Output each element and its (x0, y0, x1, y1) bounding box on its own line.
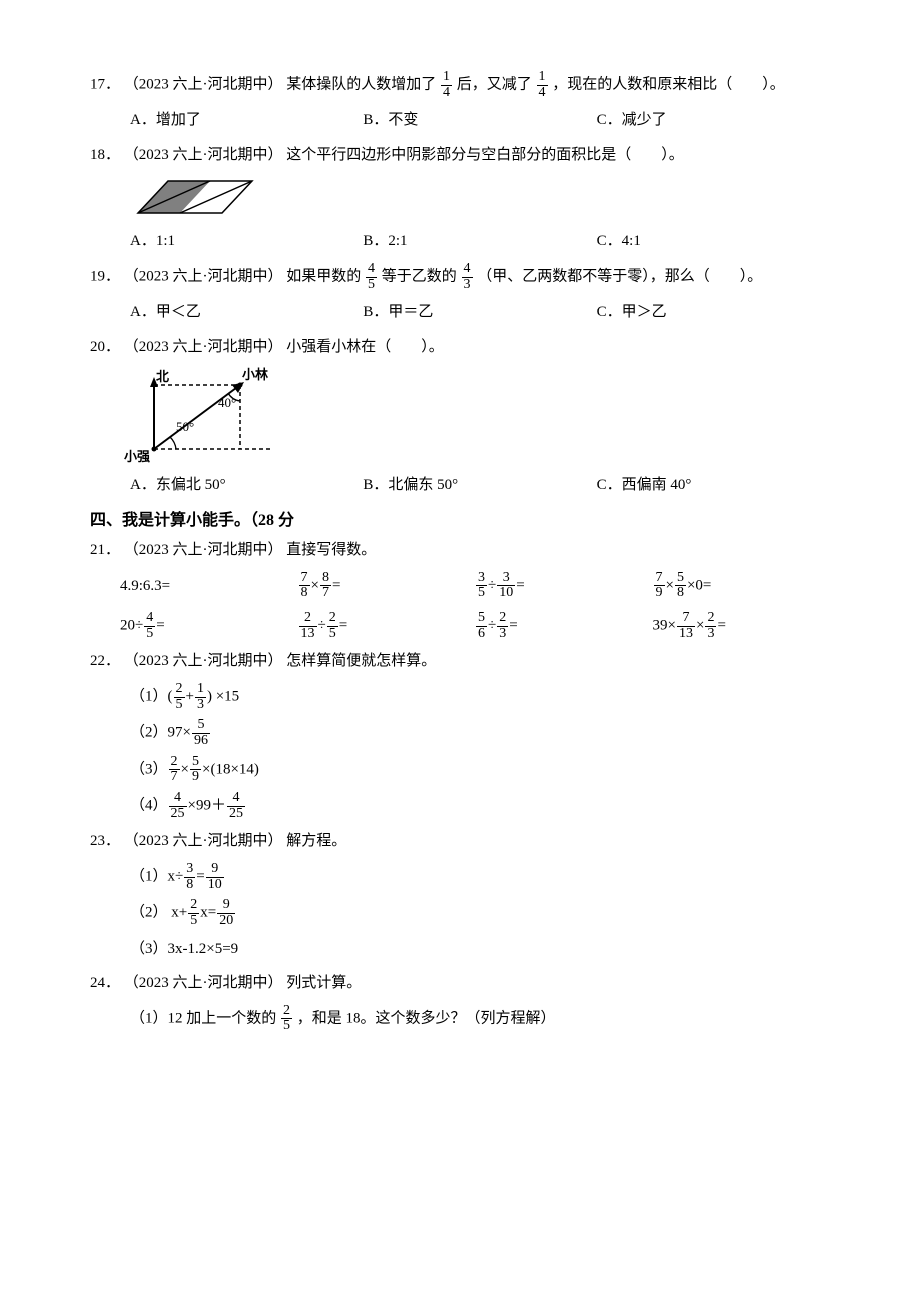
calc-cell: 35÷310= (475, 571, 653, 601)
q23-subitems: （1）x÷38=910 （2） x+25x=920 （3）3x-1.2×5=9 (130, 862, 830, 963)
q21-number: 21． (90, 542, 120, 558)
calc-cell: 39×713×23= (653, 611, 831, 641)
fraction: 58 (675, 571, 686, 601)
fraction: 45 (366, 262, 377, 292)
fraction: 45 (144, 611, 155, 641)
q19-option-a[interactable]: A．甲＜乙 (130, 298, 363, 327)
fraction: 713 (677, 611, 695, 641)
svg-text:小林: 小林 (242, 367, 268, 382)
source-tag: （2023 六上·河北期中） (124, 147, 283, 163)
q20-figure: 北 小林 小强 50° 40° (120, 367, 830, 467)
fraction: 23 (497, 611, 508, 641)
fraction: 56 (476, 611, 487, 641)
fraction: 596 (192, 718, 210, 748)
q22-subitems: （1）(25+13) ×15 （2）97×596 （3）27×59×(18×14) （… (130, 682, 830, 822)
question-18: 18． （2023 六上·河北期中） 这个平行四边形中阴影部分与空白部分的面积比… (90, 141, 830, 170)
fraction: 25 (188, 898, 199, 928)
q19-option-b[interactable]: B．甲＝乙 (363, 298, 596, 327)
fraction: 13 (195, 682, 206, 712)
calc-cell: 213÷25= (298, 611, 476, 641)
fraction: 25 (327, 611, 338, 641)
calc-subitem: （1）(25+13) ×15 (130, 682, 830, 712)
calc-cell: 79×58×0= (653, 571, 831, 601)
q20-option-c[interactable]: C．西偏南 40° (597, 471, 830, 500)
fraction: 59 (190, 755, 201, 785)
fraction: 23 (705, 611, 716, 641)
fraction: 38 (184, 862, 195, 892)
svg-text:小强: 小强 (124, 449, 150, 464)
question-20: 20． （2023 六上·河北期中） 小强看小林在（ ）。 (90, 333, 830, 362)
question-17: 17． （2023 六上·河北期中） 某体操队的人数增加了 14 后，又减了 1… (90, 70, 830, 100)
q18-option-b[interactable]: B．2:1 (363, 227, 596, 256)
q17-option-b[interactable]: B．不变 (363, 106, 596, 135)
q17-number: 17． (90, 77, 120, 93)
equation-subitem: （1）x÷38=910 (130, 862, 830, 892)
calc-subitem: （2）97×596 (130, 718, 830, 748)
question-23: 23． （2023 六上·河北期中） 解方程。 (90, 827, 830, 856)
calc-cell: 4.9:6.3= (120, 572, 298, 601)
fraction: 25 (174, 682, 185, 712)
q17-options: A．增加了 B．不变 C．减少了 (130, 106, 830, 135)
fraction: 425 (169, 791, 187, 821)
fraction: 213 (299, 611, 317, 641)
question-22: 22． （2023 六上·河北期中） 怎样算简便就怎样算。 (90, 647, 830, 676)
fraction: 35 (476, 571, 487, 601)
equation-subitem: （3）3x-1.2×5=9 (130, 935, 830, 964)
fraction: 43 (462, 262, 473, 292)
source-tag: （2023 六上·河北期中） (124, 269, 283, 285)
fraction: 27 (169, 755, 180, 785)
q19-options: A．甲＜乙 B．甲＝乙 C．甲＞乙 (130, 298, 830, 327)
q20-option-b[interactable]: B．北偏东 50° (363, 471, 596, 500)
q19-number: 19． (90, 269, 120, 285)
question-24: 24． （2023 六上·河北期中） 列式计算。 (90, 969, 830, 998)
q18-options: A．1:1 B．2:1 C．4:1 (130, 227, 830, 256)
source-tag: （2023 六上·河北期中） (124, 833, 283, 849)
fraction: 920 (217, 898, 235, 928)
q17-option-c[interactable]: C．减少了 (597, 106, 830, 135)
fraction: 910 (206, 862, 224, 892)
fraction: 14 (441, 70, 452, 100)
q18-number: 18． (90, 147, 120, 163)
calc-cell: 56÷23= (475, 611, 653, 641)
q20-option-a[interactable]: A．东偏北 50° (130, 471, 363, 500)
q18-option-c[interactable]: C．4:1 (597, 227, 830, 256)
source-tag: （2023 六上·河北期中） (124, 975, 283, 991)
q22-number: 22． (90, 653, 120, 669)
q20-options: A．东偏北 50° B．北偏东 50° C．西偏南 40° (130, 471, 830, 500)
section-4-title: 四、我是计算小能手。（28 分 (90, 506, 830, 536)
source-tag: （2023 六上·河北期中） (124, 542, 283, 558)
q21-calc-grid: 4.9:6.3=78×87=35÷310=79×58×0= 20÷45=213÷2… (120, 571, 830, 642)
question-21: 21． （2023 六上·河北期中） 直接写得数。 (90, 536, 830, 565)
equation-subitem: （2） x+25x=920 (130, 898, 830, 928)
q24-subitems: （1）12 加上一个数的 25 ，和是 18。这个数多少？（列方程解） (130, 1004, 830, 1034)
q23-number: 23． (90, 833, 120, 849)
source-tag: （2023 六上·河北期中） (124, 77, 283, 93)
q19-option-c[interactable]: C．甲＞乙 (597, 298, 830, 327)
fraction: 310 (497, 571, 515, 601)
calc-subitem: （3）27×59×(18×14) (130, 755, 830, 785)
fraction: 79 (654, 571, 665, 601)
calc-cell: 78×87= (298, 571, 476, 601)
svg-text:40°: 40° (218, 395, 236, 410)
calc-subitem: （4）425×99＋425 (130, 791, 830, 821)
q24-number: 24． (90, 975, 120, 991)
q20-number: 20． (90, 339, 120, 355)
fraction: 87 (320, 571, 331, 601)
fraction: 425 (227, 791, 245, 821)
q17-option-a[interactable]: A．增加了 (130, 106, 363, 135)
source-tag: （2023 六上·河北期中） (124, 339, 283, 355)
calc-cell: 20÷45= (120, 611, 298, 641)
question-19: 19． （2023 六上·河北期中） 如果甲数的 45 等于乙数的 43 （甲、… (90, 262, 830, 292)
svg-text:北: 北 (156, 369, 169, 384)
svg-text:50°: 50° (176, 419, 194, 434)
q18-option-a[interactable]: A．1:1 (130, 227, 363, 256)
fraction: 25 (281, 1004, 292, 1034)
q18-figure (120, 175, 830, 223)
fraction: 14 (537, 70, 548, 100)
source-tag: （2023 六上·河北期中） (124, 653, 283, 669)
fraction: 78 (299, 571, 310, 601)
q24-item-1: （1）12 加上一个数的 25 ，和是 18。这个数多少？（列方程解） (130, 1004, 830, 1034)
